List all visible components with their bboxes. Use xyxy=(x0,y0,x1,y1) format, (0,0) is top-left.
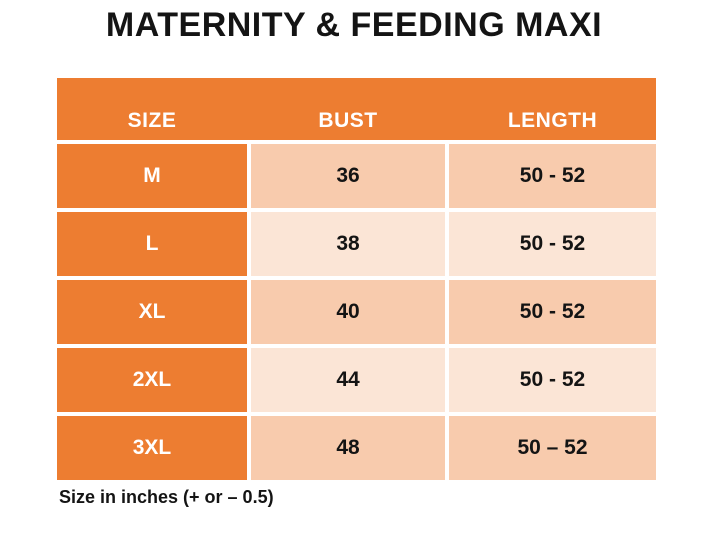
bust-cell-m: 36 xyxy=(251,144,445,208)
bust-cell-xl: 40 xyxy=(251,280,445,344)
size-note: Size in inches (+ or – 0.5) xyxy=(59,487,274,507)
size-cell-xl: XL xyxy=(57,280,247,344)
size-cell-m: M xyxy=(57,144,247,208)
length-cell-m: 50 - 52 xyxy=(449,144,656,208)
bust-cell-3xl: 48 xyxy=(251,416,445,480)
bust-cell-2xl: 44 xyxy=(251,348,445,412)
bust-cell-l: 38 xyxy=(251,212,445,276)
page-title: MATERNITY & FEEDING MAXI xyxy=(105,6,603,44)
size-cell-3xl: 3XL xyxy=(57,416,247,480)
length-cell-2xl: 50 - 52 xyxy=(449,348,656,412)
length-cell-l: 50 - 52 xyxy=(449,212,656,276)
length-cell-3xl: 50 – 52 xyxy=(449,416,656,480)
size-table: SIZE BUST LENGTH M 36 50 - 52 L 38 50 - … xyxy=(57,78,656,480)
size-cell-2xl: 2XL xyxy=(57,348,247,412)
table-body: M 36 50 - 52 L 38 50 - 52 XL 40 50 - 52 … xyxy=(57,144,656,480)
length-cell-xl: 50 - 52 xyxy=(449,280,656,344)
column-header-length: LENGTH xyxy=(507,109,598,132)
column-header-size: SIZE xyxy=(127,109,177,132)
size-cell-l: L xyxy=(57,212,247,276)
table-header-row: SIZE BUST LENGTH xyxy=(57,78,656,140)
column-header-bust: BUST xyxy=(318,109,378,132)
